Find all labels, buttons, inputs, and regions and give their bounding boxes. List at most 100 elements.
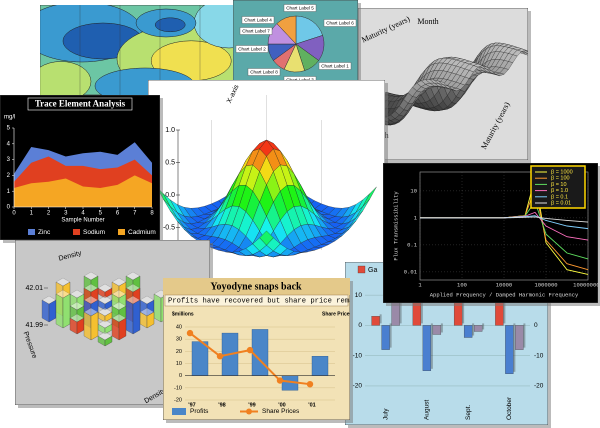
legend-label: β = 0.01 xyxy=(551,200,571,206)
x-tick-label: 8 xyxy=(150,211,154,217)
legend-label: Share Prices xyxy=(262,408,300,415)
legend-label: Sodium xyxy=(83,229,105,236)
x-tick-label: '00 xyxy=(278,402,285,408)
x-tick-label: 1 xyxy=(30,211,34,217)
y-tick-label: 10 xyxy=(410,187,417,194)
x-tick-label: 7 xyxy=(133,211,137,217)
surface-patch xyxy=(438,80,448,86)
bar3d-top xyxy=(125,283,141,293)
bar xyxy=(515,325,524,350)
pie-slice xyxy=(276,15,297,45)
x-tick-label: 100 xyxy=(457,281,467,288)
y2-axis-label: Share Prices xyxy=(322,311,353,317)
y-tick-label: 4 xyxy=(7,141,11,147)
bar-side xyxy=(472,323,475,336)
y-tick-label: -10 xyxy=(353,352,363,359)
x-tick-label: 100000000 xyxy=(573,281,600,288)
label-box xyxy=(241,16,275,24)
legend-label: Zinc xyxy=(38,229,51,236)
pie-label: Chart Label 1 xyxy=(321,64,349,69)
bar3d-top xyxy=(97,331,113,341)
bar3d-top xyxy=(83,271,99,281)
bar xyxy=(473,325,483,332)
y-tick-label: 0.1 xyxy=(407,241,418,248)
label-box xyxy=(283,4,317,12)
bar xyxy=(311,356,329,376)
y-tick-label: 0 xyxy=(179,373,182,379)
bar3d-side xyxy=(146,311,155,329)
x-tick-label: July xyxy=(382,408,389,420)
y-tick-label: 0 xyxy=(7,205,11,211)
bar3d-side xyxy=(118,317,127,341)
bar-side xyxy=(430,323,433,369)
area xyxy=(14,175,152,207)
z-tick-label: 1.0 xyxy=(165,127,175,134)
title-band xyxy=(163,278,350,295)
legend-label: β = 0.1 xyxy=(551,194,568,200)
legend-label: Ga xyxy=(368,267,377,274)
bar3d-side xyxy=(83,311,92,341)
legend-label: β = 100 xyxy=(551,176,570,182)
y-axis-label: $millions xyxy=(172,311,194,317)
x-tick-label: 10000 xyxy=(496,281,513,288)
pie-label: Chart Label 5 xyxy=(286,6,314,11)
x-tick-label: 1 xyxy=(418,281,422,288)
bar-side xyxy=(462,290,465,324)
bar xyxy=(371,316,380,326)
bar3d-top xyxy=(125,271,141,281)
bar3d-top xyxy=(111,313,127,323)
line-point xyxy=(306,380,314,388)
legend-swatch xyxy=(357,265,366,274)
y-axis-label: Flux Transmissibility xyxy=(392,191,399,261)
title-box xyxy=(27,97,133,111)
legend-swatch xyxy=(28,229,35,235)
x-axis-label: Sample Number xyxy=(61,218,104,224)
legend-label: Cadmium xyxy=(128,229,156,236)
legend-box xyxy=(530,165,586,209)
bar-side xyxy=(523,323,526,348)
x-tick-label: 4 xyxy=(81,211,85,217)
legend-swatch xyxy=(73,229,80,235)
bar xyxy=(422,325,432,371)
pie-label: Chart Label 7 xyxy=(242,29,270,34)
surface-patch xyxy=(525,50,528,53)
contour-region xyxy=(40,61,92,95)
x-tick-label: '98 xyxy=(218,402,225,408)
z-tick-label: 42.01 xyxy=(25,285,43,292)
subtitle-band xyxy=(164,294,349,307)
bar3d-side xyxy=(55,293,64,329)
pie-label: Chart Label 8 xyxy=(250,70,278,75)
z-tick-label: -0.5 xyxy=(163,224,175,231)
bar3d-top xyxy=(139,307,155,317)
label-box xyxy=(318,62,352,70)
bar3d-top xyxy=(83,307,99,317)
x-tick-label: 0 xyxy=(12,211,16,217)
x-tick-label: 6 xyxy=(116,211,120,217)
line-point xyxy=(276,377,284,384)
bar3d-side xyxy=(104,335,113,347)
legend-swatch xyxy=(118,229,125,235)
axes xyxy=(13,128,152,208)
x-tick-label: Sept. xyxy=(465,405,472,420)
pie-label: Chart Label 4 xyxy=(244,18,272,23)
y-tick-label: -20 xyxy=(174,397,182,403)
y-tick-label: 3 xyxy=(7,157,11,163)
bar3d-top xyxy=(55,277,71,287)
bar xyxy=(251,329,269,376)
x-axis-label: Applied Frequency / Damped Harmonic Freq… xyxy=(430,291,579,298)
y-tick-label: 5 xyxy=(7,126,11,132)
bar-side xyxy=(513,323,516,372)
x-tick-label: '97 xyxy=(188,402,195,408)
x-tick-label: 2 xyxy=(47,211,51,217)
bar3d-top xyxy=(83,295,99,305)
y2-tick-label: 0 xyxy=(534,322,538,329)
pie-label: Chart Label 2 xyxy=(238,47,266,52)
label-box xyxy=(239,27,273,35)
bar-side xyxy=(482,323,485,330)
panel: Trace Element Analysis mg/l Zinc Sodium Cadm… xyxy=(0,95,160,240)
z-tick-label: 0.0 xyxy=(165,192,175,199)
bar3d-side xyxy=(62,293,71,329)
y-tick-label: 0 xyxy=(358,322,362,329)
surface-patch xyxy=(530,54,539,59)
y-tick-label: 10 xyxy=(176,361,182,367)
